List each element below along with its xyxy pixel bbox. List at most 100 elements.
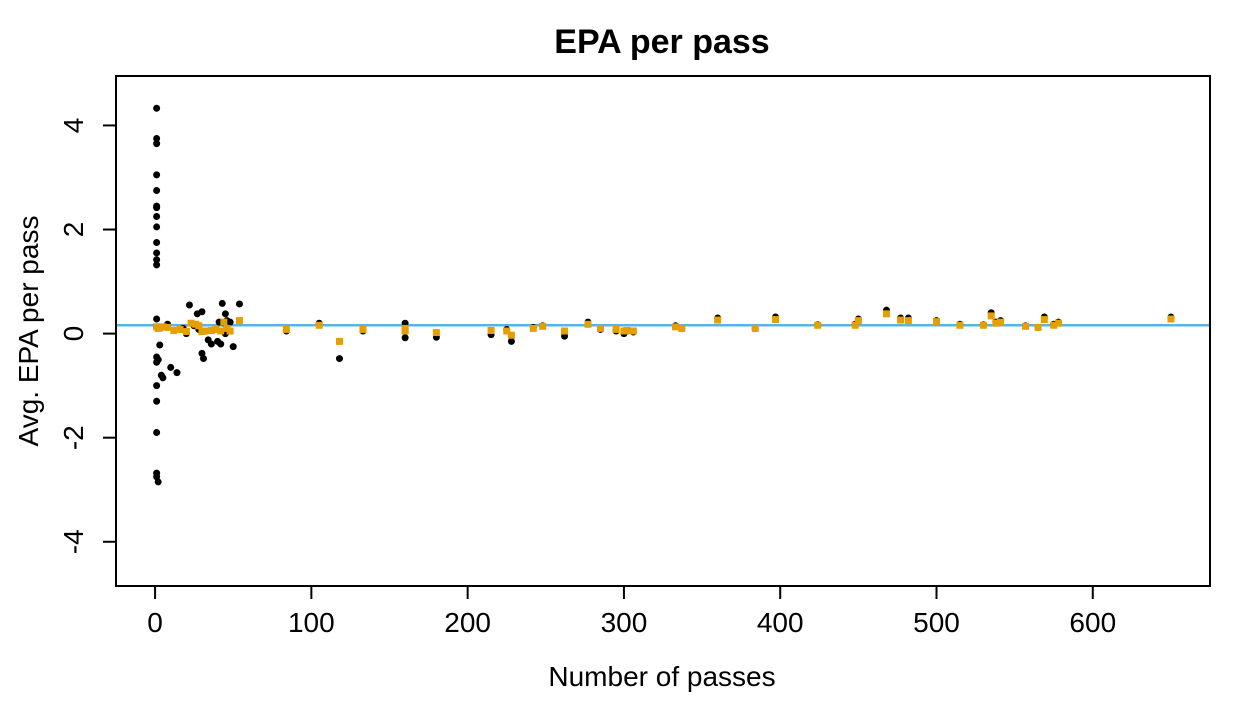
- data-point-square: [1050, 321, 1058, 329]
- data-point-square: [882, 310, 890, 318]
- x-tick-label: 500: [913, 607, 960, 638]
- data-point-square: [814, 321, 822, 329]
- y-tick-label: -2: [58, 425, 89, 450]
- data-point-square: [1167, 315, 1175, 323]
- data-point-circle: [154, 478, 162, 486]
- data-point-square: [672, 323, 680, 331]
- x-tick-label: 100: [288, 607, 335, 638]
- data-point-circle: [217, 340, 225, 348]
- x-tick-label: 0: [147, 607, 163, 638]
- data-point-square: [714, 316, 722, 324]
- data-point-square: [854, 317, 862, 325]
- data-point-circle: [153, 223, 161, 231]
- data-point-circle: [229, 343, 237, 351]
- data-point-circle: [153, 140, 161, 148]
- data-point-square: [401, 327, 409, 335]
- data-point-circle: [200, 355, 208, 363]
- data-point-square: [584, 320, 592, 328]
- data-point-square: [187, 319, 195, 327]
- chart-title: EPA per pass: [554, 23, 769, 61]
- data-point-square: [539, 322, 547, 330]
- data-point-square: [979, 321, 987, 329]
- data-point-circle: [335, 355, 343, 363]
- data-point-square: [956, 321, 964, 329]
- data-point-square: [561, 327, 569, 335]
- data-point-circle: [401, 334, 409, 342]
- data-point-square: [678, 324, 686, 332]
- data-point-square: [282, 325, 290, 333]
- data-point-square: [487, 326, 495, 334]
- data-point-square: [596, 324, 604, 332]
- data-point-circle: [153, 239, 161, 247]
- data-point-square: [897, 316, 905, 324]
- data-point-square: [503, 327, 511, 335]
- data-point-square: [851, 321, 859, 329]
- data-point-circle: [153, 171, 161, 179]
- data-point-square: [207, 326, 215, 334]
- x-axis: 0 100 200 300 400 500 600: [147, 586, 1116, 638]
- y-tick-label: 0: [58, 326, 89, 342]
- data-point-square: [1054, 319, 1062, 327]
- data-point-circle: [153, 428, 161, 436]
- data-point-circle: [207, 340, 215, 348]
- data-point-circle: [198, 308, 206, 316]
- data-point-circle: [167, 363, 175, 371]
- data-point-square: [315, 321, 323, 329]
- data-point-circle: [153, 261, 161, 269]
- data-point-square: [220, 318, 228, 326]
- x-tick-label: 600: [1069, 607, 1116, 638]
- data-point-circle: [507, 337, 515, 345]
- data-point-circle: [185, 301, 193, 309]
- data-point-circle: [153, 213, 161, 221]
- data-point-circle: [153, 397, 161, 405]
- data-point-circle: [156, 341, 164, 349]
- data-point-square: [176, 325, 184, 333]
- data-point-square: [226, 327, 234, 335]
- data-point-square: [217, 327, 225, 335]
- data-point-square: [432, 329, 440, 337]
- data-point-circle: [159, 374, 167, 382]
- data-point-square: [997, 318, 1005, 326]
- x-axis-label: Number of passes: [548, 661, 775, 692]
- data-point-square: [987, 312, 995, 320]
- data-point-square: [359, 325, 367, 333]
- data-point-square: [992, 319, 1000, 327]
- data-point-square: [201, 327, 209, 335]
- x-tick-label: 400: [757, 607, 804, 638]
- data-point-square: [772, 316, 780, 324]
- data-point-square: [933, 318, 940, 326]
- data-point-circle: [221, 310, 229, 318]
- data-point-square: [751, 324, 759, 332]
- data-points: [153, 104, 1175, 486]
- x-tick-label: 300: [601, 607, 648, 638]
- data-point-square: [212, 325, 220, 333]
- data-point-circle: [153, 104, 161, 112]
- data-point-square: [507, 331, 515, 339]
- data-point-square: [1040, 316, 1048, 324]
- data-point-square: [623, 326, 631, 334]
- data-point-circle: [153, 382, 161, 390]
- y-axis: -4 -2 0 2 4: [58, 118, 116, 554]
- data-point-square: [629, 327, 637, 335]
- data-point-square: [529, 324, 537, 332]
- y-tick-label: 4: [58, 118, 89, 134]
- data-point-square: [195, 322, 203, 330]
- data-point-square: [164, 323, 172, 331]
- data-point-square: [904, 317, 912, 325]
- plot-frame: [115, 75, 1211, 587]
- data-point-square: [170, 326, 178, 334]
- data-point-circle: [154, 356, 162, 364]
- data-point-circle: [235, 300, 243, 308]
- data-point-circle: [153, 186, 161, 194]
- data-point-square: [1022, 322, 1030, 330]
- x-tick-label: 200: [444, 607, 491, 638]
- y-tick-label: -4: [58, 529, 89, 554]
- data-point-circle: [153, 249, 161, 257]
- data-point-square: [235, 317, 243, 325]
- data-point-circle: [153, 256, 161, 264]
- y-tick-label: 2: [58, 222, 89, 238]
- data-point-circle: [153, 134, 161, 142]
- y-axis-label: Avg. EPA per pass: [13, 216, 44, 447]
